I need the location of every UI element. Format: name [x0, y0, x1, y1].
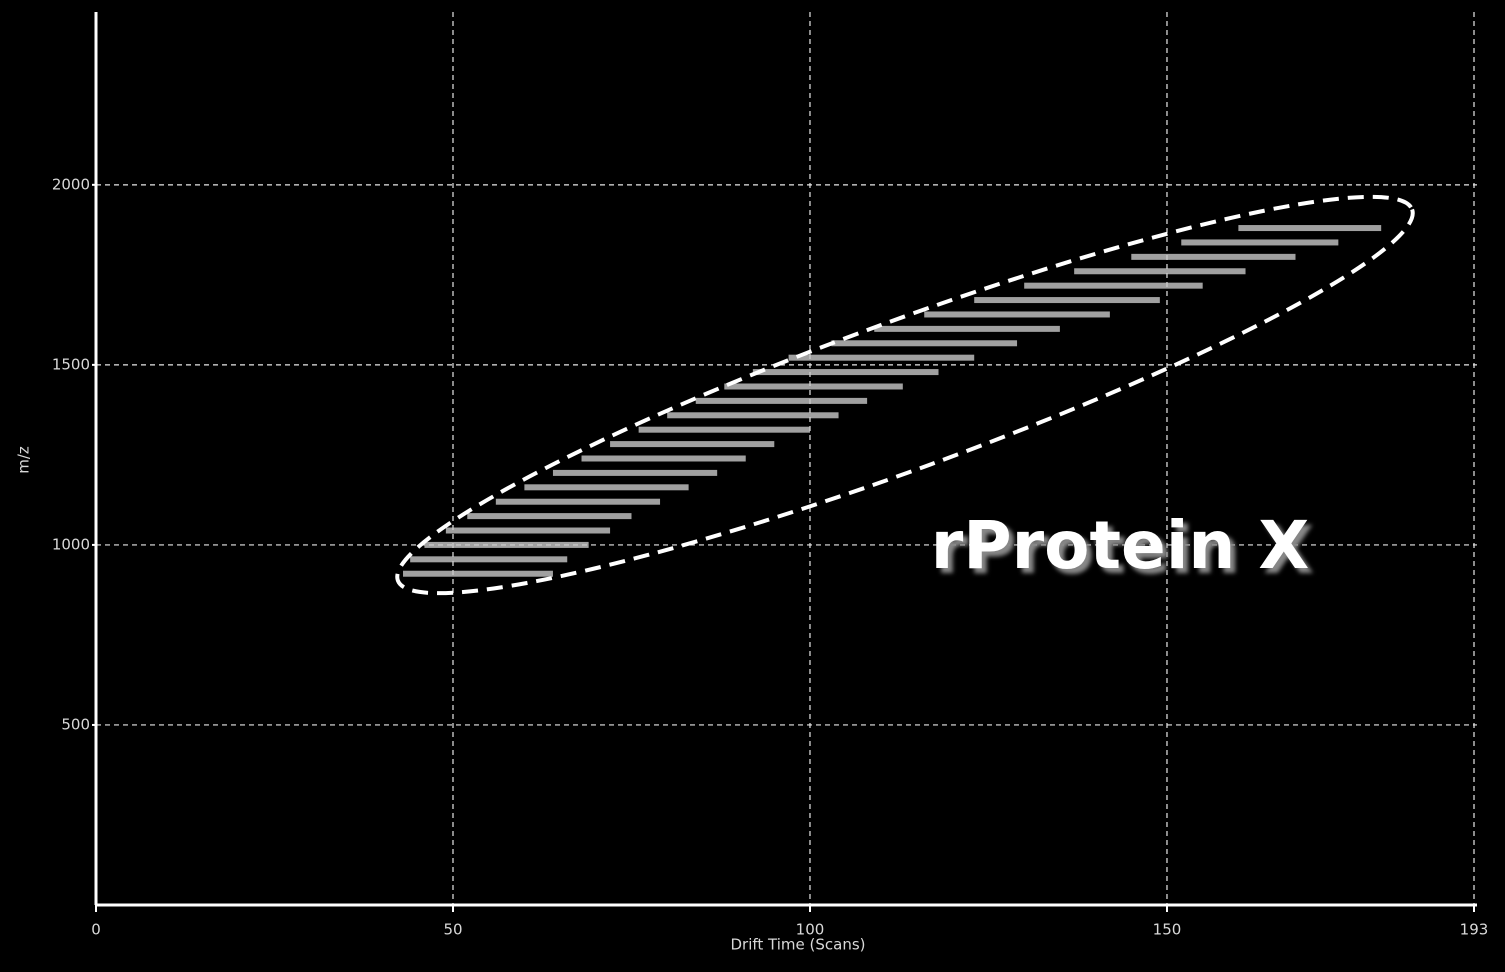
annotation: rProtein X — [931, 507, 1310, 584]
band — [788, 354, 975, 361]
band — [667, 412, 839, 419]
band — [874, 325, 1060, 332]
band — [424, 541, 589, 548]
band — [1131, 253, 1296, 260]
band — [695, 397, 868, 404]
x-axis-label: Drift Time (Scans) — [730, 936, 865, 954]
x-tick-label: 150 — [1153, 921, 1182, 939]
y-tick-label: 500 — [61, 715, 90, 733]
band — [638, 426, 810, 433]
y-tick-label: 1000 — [52, 535, 90, 553]
band — [831, 340, 1018, 347]
band — [581, 455, 746, 462]
plot-area — [96, 12, 1477, 905]
y-tick-label: 2000 — [52, 175, 90, 193]
x-tick-label: 50 — [443, 921, 462, 939]
x-tick-label: 0 — [91, 921, 101, 939]
y-axis-label: m/z — [15, 446, 33, 474]
band — [1181, 239, 1339, 246]
band — [974, 297, 1160, 304]
band — [610, 441, 775, 448]
x-tick-label: 193 — [1460, 921, 1489, 939]
x-tick-label: 100 — [796, 921, 825, 939]
band — [467, 513, 632, 520]
band — [552, 469, 718, 476]
band — [410, 556, 568, 563]
band — [924, 311, 1110, 318]
band — [1074, 268, 1246, 275]
band — [752, 369, 939, 376]
band — [1238, 225, 1382, 232]
band — [403, 570, 553, 577]
band — [724, 383, 903, 390]
band — [445, 527, 611, 534]
band — [495, 498, 661, 505]
band — [1024, 282, 1203, 289]
highlight-ellipse — [395, 194, 1415, 596]
y-tick-label: 1500 — [52, 355, 90, 373]
band — [524, 484, 689, 491]
